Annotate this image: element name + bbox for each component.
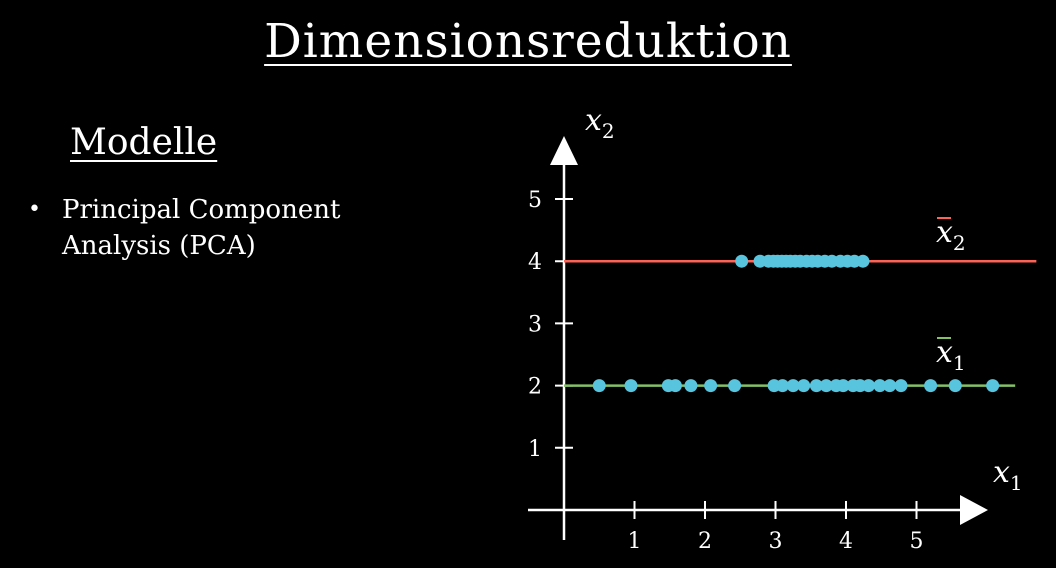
section-heading: Modelle xyxy=(70,122,218,163)
data-point xyxy=(704,379,718,393)
list-item: • Principal Component Analysis (PCA) xyxy=(28,192,372,264)
y-axis-label: x2 xyxy=(585,103,615,143)
bullet-text: Principal Component Analysis (PCA) xyxy=(62,195,341,261)
page-title: Dimensionsreduktion xyxy=(264,14,792,69)
y-tick-label: 3 xyxy=(528,312,542,337)
y-tick-label: 2 xyxy=(528,375,542,400)
data-point xyxy=(592,379,606,393)
data-point xyxy=(948,379,962,393)
data-point xyxy=(735,254,749,268)
data-point xyxy=(819,379,833,393)
y-tick-label: 4 xyxy=(528,250,542,275)
bullet-list: • Principal Component Analysis (PCA) xyxy=(28,192,372,264)
data-point xyxy=(986,379,1000,393)
data-point xyxy=(776,379,790,393)
x-tick-label: 2 xyxy=(698,529,712,554)
y-axis-arrow-icon xyxy=(550,136,578,165)
y-tick-label: 5 xyxy=(528,188,542,213)
y-tick-label: 1 xyxy=(528,437,542,462)
x2-bar-label: x2 xyxy=(936,215,966,255)
data-point xyxy=(786,379,800,393)
data-point xyxy=(856,254,870,268)
data-point xyxy=(894,379,908,393)
x-axis-arrow-icon xyxy=(960,495,988,525)
x-tick-label: 5 xyxy=(910,529,924,554)
data-point xyxy=(836,379,850,393)
data-point xyxy=(862,379,876,393)
data-point xyxy=(883,379,897,393)
x-tick-label: 3 xyxy=(769,529,783,554)
data-point xyxy=(624,379,638,393)
bullet-icon: • xyxy=(28,197,41,222)
data-point xyxy=(873,379,887,393)
data-point xyxy=(924,379,938,393)
x-tick-label: 4 xyxy=(839,529,853,554)
data-point xyxy=(728,379,742,393)
data-point xyxy=(684,379,698,393)
data-point xyxy=(809,379,823,393)
x-tick-label: 1 xyxy=(628,529,642,554)
x1-bar-label: x1 xyxy=(936,335,966,375)
x-axis-label: x1 xyxy=(993,455,1023,495)
data-point xyxy=(797,379,811,393)
data-point xyxy=(668,379,682,393)
